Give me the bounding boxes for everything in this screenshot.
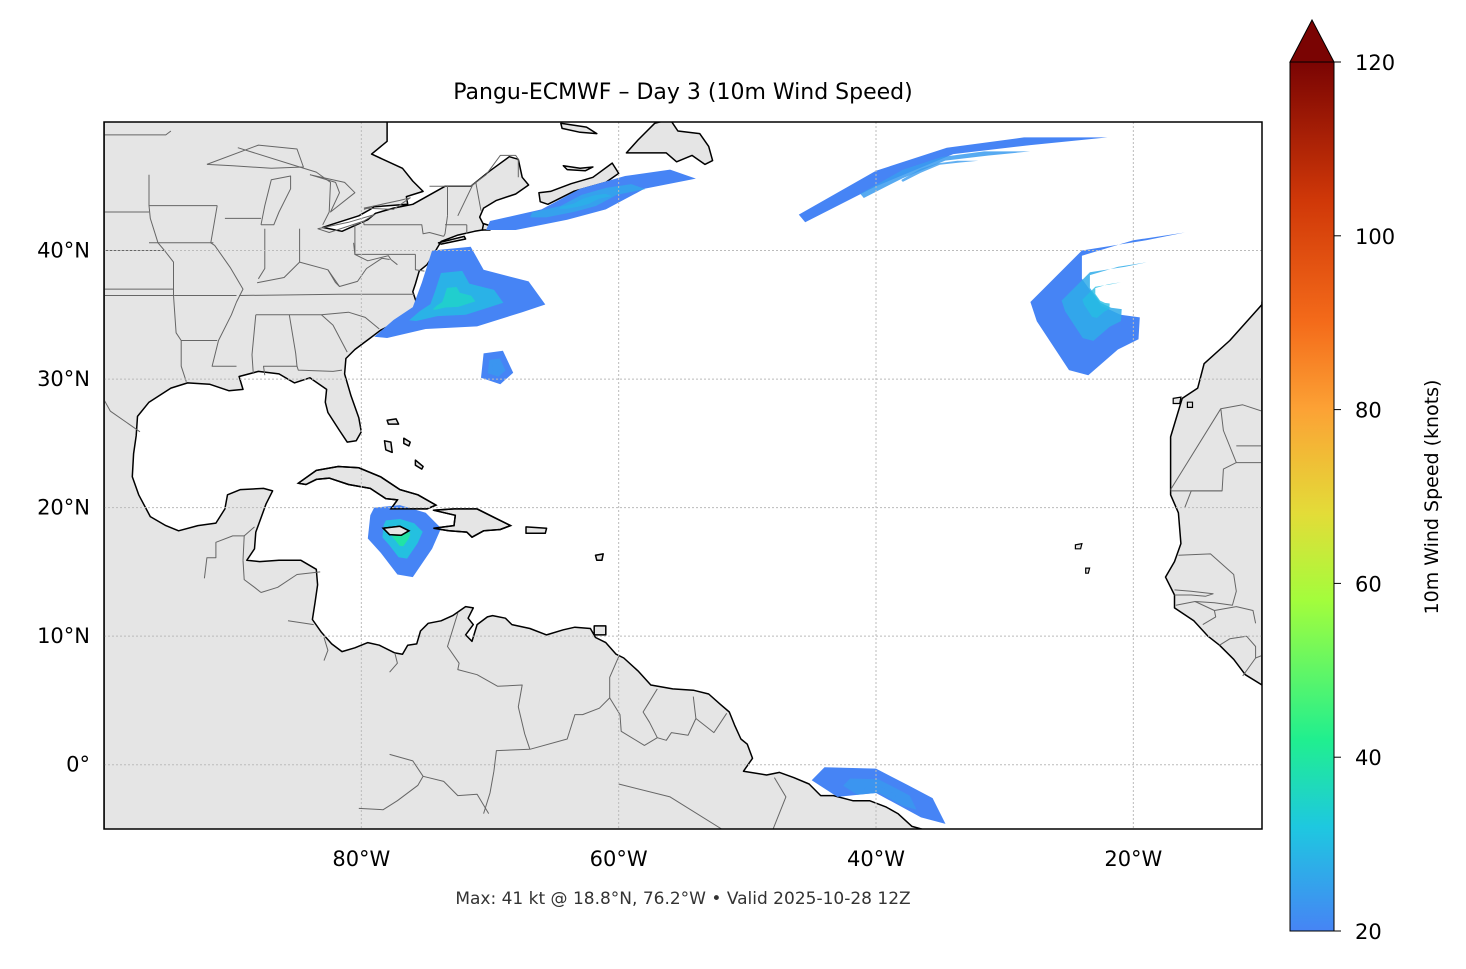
colorbar-ticks: 20 40 60 80 100 120 bbox=[1334, 51, 1395, 944]
colorbar-label: 10m Wind Speed (knots) bbox=[1421, 380, 1443, 615]
longitude-label: 80°W bbox=[332, 847, 390, 871]
wind-region bbox=[486, 169, 696, 230]
longitude-tick-labels: 80°W 60°W 40°W 20°W bbox=[332, 847, 1162, 871]
colorbar-bar bbox=[1289, 61, 1335, 932]
country-state-borders bbox=[104, 130, 1262, 829]
chart-title: Pangu-ECMWF – Day 3 (10m Wind Speed) bbox=[453, 80, 912, 105]
colorbar: 20 40 60 80 100 120 10m Wind Speed (knots) bbox=[1289, 18, 1443, 944]
longitude-label: 40°W bbox=[847, 847, 905, 871]
wind-region bbox=[1030, 232, 1185, 376]
wind-speed-shading bbox=[296, 137, 1185, 824]
gridlines bbox=[104, 122, 1262, 829]
wind-region bbox=[374, 246, 546, 338]
latitude-label: 0° bbox=[66, 753, 90, 777]
colorbar-extend-arrow bbox=[1289, 18, 1335, 63]
colorbar-tick-label: 60 bbox=[1355, 572, 1382, 596]
wind-region bbox=[798, 137, 1108, 223]
colorbar-tick-label: 120 bbox=[1355, 51, 1395, 75]
wind-region bbox=[481, 350, 514, 385]
max-wind-footer: Max: 41 kt @ 18.8°N, 76.2°W • Valid 2025… bbox=[455, 889, 910, 909]
latitude-label: 30°N bbox=[37, 367, 90, 391]
latitude-label: 20°N bbox=[37, 496, 90, 520]
longitude-label: 20°W bbox=[1104, 847, 1162, 871]
map-panel: 80°W 60°W 40°W 20°W 40°N 30°N 20°N 10°N 0° bbox=[37, 121, 1263, 871]
colorbar-tick-label: 20 bbox=[1355, 920, 1382, 944]
longitude-label: 60°W bbox=[590, 847, 648, 871]
colorbar-tick-label: 80 bbox=[1355, 399, 1382, 423]
colorbar-tick-label: 40 bbox=[1355, 746, 1382, 770]
map-frame bbox=[103, 121, 1263, 830]
latitude-label: 10°N bbox=[37, 624, 90, 648]
colorbar-tick-label: 100 bbox=[1355, 225, 1395, 249]
latitude-tick-labels: 40°N 30°N 20°N 10°N 0° bbox=[37, 239, 90, 777]
latitude-label: 40°N bbox=[37, 239, 90, 263]
wind-region bbox=[811, 767, 946, 824]
